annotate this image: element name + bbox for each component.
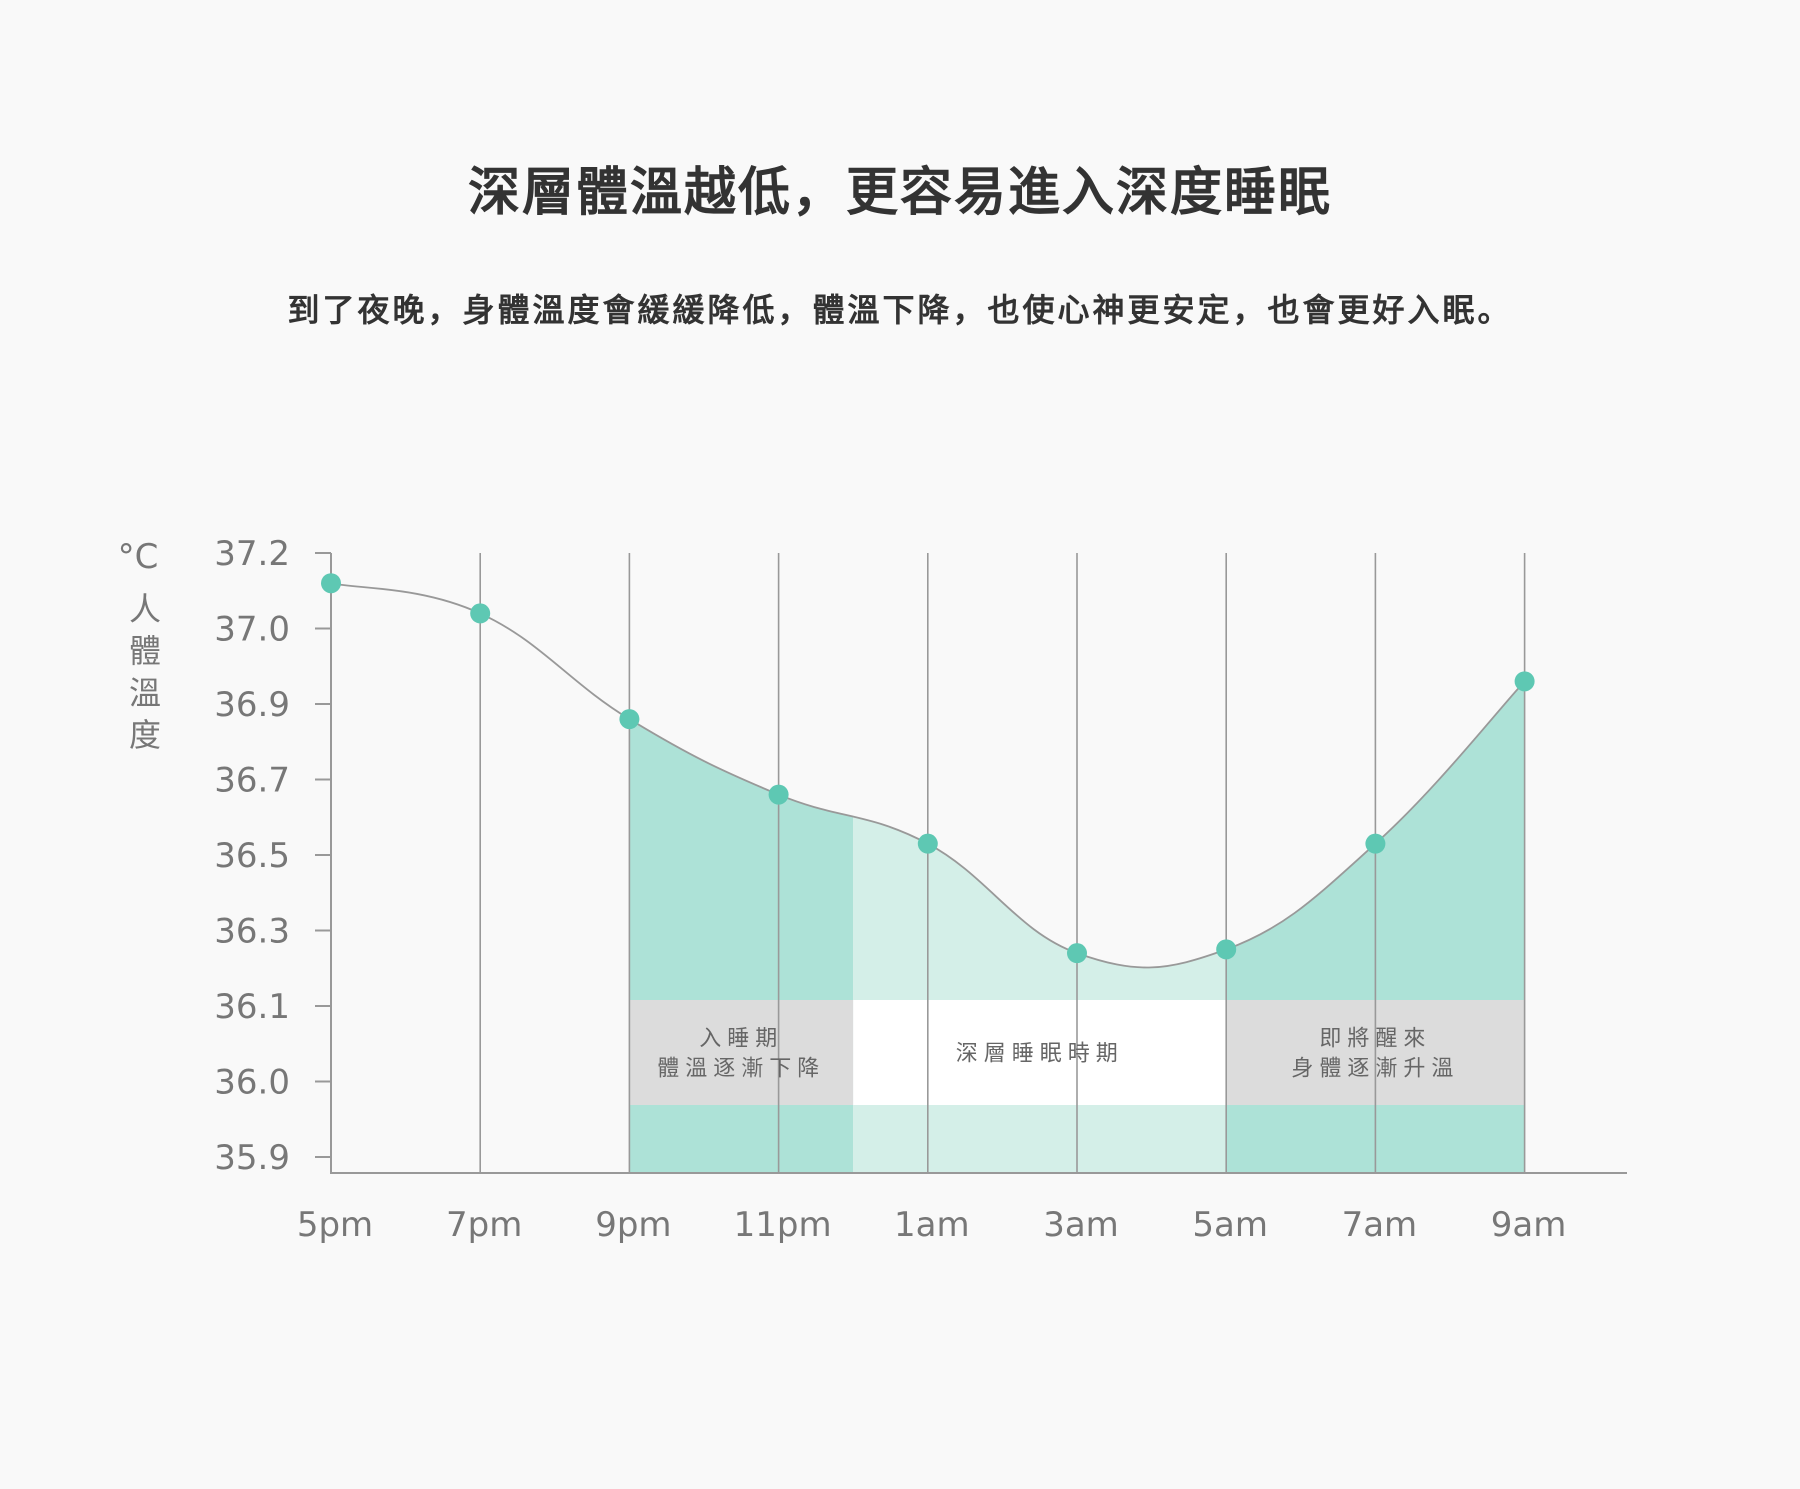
- y-tick-label: 36.9: [214, 685, 290, 725]
- data-point-7pm: [470, 603, 491, 624]
- data-point-5am: [1216, 939, 1237, 960]
- y-tick-label: 37.2: [214, 534, 290, 574]
- y-tick-label: 36.3: [214, 912, 290, 952]
- y-tick-label: 35.9: [214, 1138, 290, 1178]
- data-point-group: [321, 573, 1535, 964]
- data-point-11pm: [768, 784, 789, 805]
- y-tick-label: 36.0: [214, 1063, 290, 1103]
- x-tick-label-1am: 1am: [894, 1205, 970, 1245]
- x-tick-label-7pm: 7pm: [446, 1205, 522, 1245]
- x-tick-label-5am: 5am: [1192, 1205, 1268, 1245]
- chart-title: 深層體溫越低，更容易進入深度睡眠: [467, 162, 1332, 223]
- phase-label-3: 即將醒來身體逐漸升溫: [1291, 1027, 1459, 1082]
- y-unit-label: °C: [118, 537, 159, 577]
- x-tick-label-9am: 9am: [1491, 1205, 1567, 1245]
- y-tick-label: 36.1: [214, 987, 290, 1027]
- y-tick-label: 36.7: [214, 761, 290, 801]
- phase-band-2: [853, 1000, 1227, 1105]
- x-tick-label-9pm: 9pm: [595, 1205, 671, 1245]
- data-point-9pm: [619, 709, 640, 730]
- phase-label-2: 深層睡眠時期: [956, 1042, 1124, 1067]
- y-tick-label: 36.5: [214, 836, 290, 876]
- phase-label-1: 入睡期體溫逐漸下降: [657, 1027, 825, 1082]
- x-tick-label-7am: 7am: [1342, 1205, 1418, 1245]
- data-point-1am: [917, 833, 938, 854]
- data-point-9am: [1514, 671, 1535, 692]
- x-tick-label-11pm: 11pm: [734, 1205, 832, 1245]
- data-point-5pm: [321, 573, 341, 594]
- y-axis-label: 人體溫度: [129, 590, 161, 754]
- data-point-3am: [1067, 943, 1087, 964]
- phase-band-1: [629, 1000, 854, 1105]
- axis-group: [315, 552, 1627, 1174]
- y-tick-label: 37.0: [214, 610, 290, 650]
- x-tick-label-5pm: 5pm: [297, 1205, 373, 1245]
- chart-subtitle: 到了夜晚，身體溫度會緩緩降低，體溫下降，也使心神更安定，也會更好入眠。: [287, 291, 1513, 329]
- data-point-7am: [1365, 833, 1386, 854]
- x-tick-label-3am: 3am: [1043, 1205, 1119, 1245]
